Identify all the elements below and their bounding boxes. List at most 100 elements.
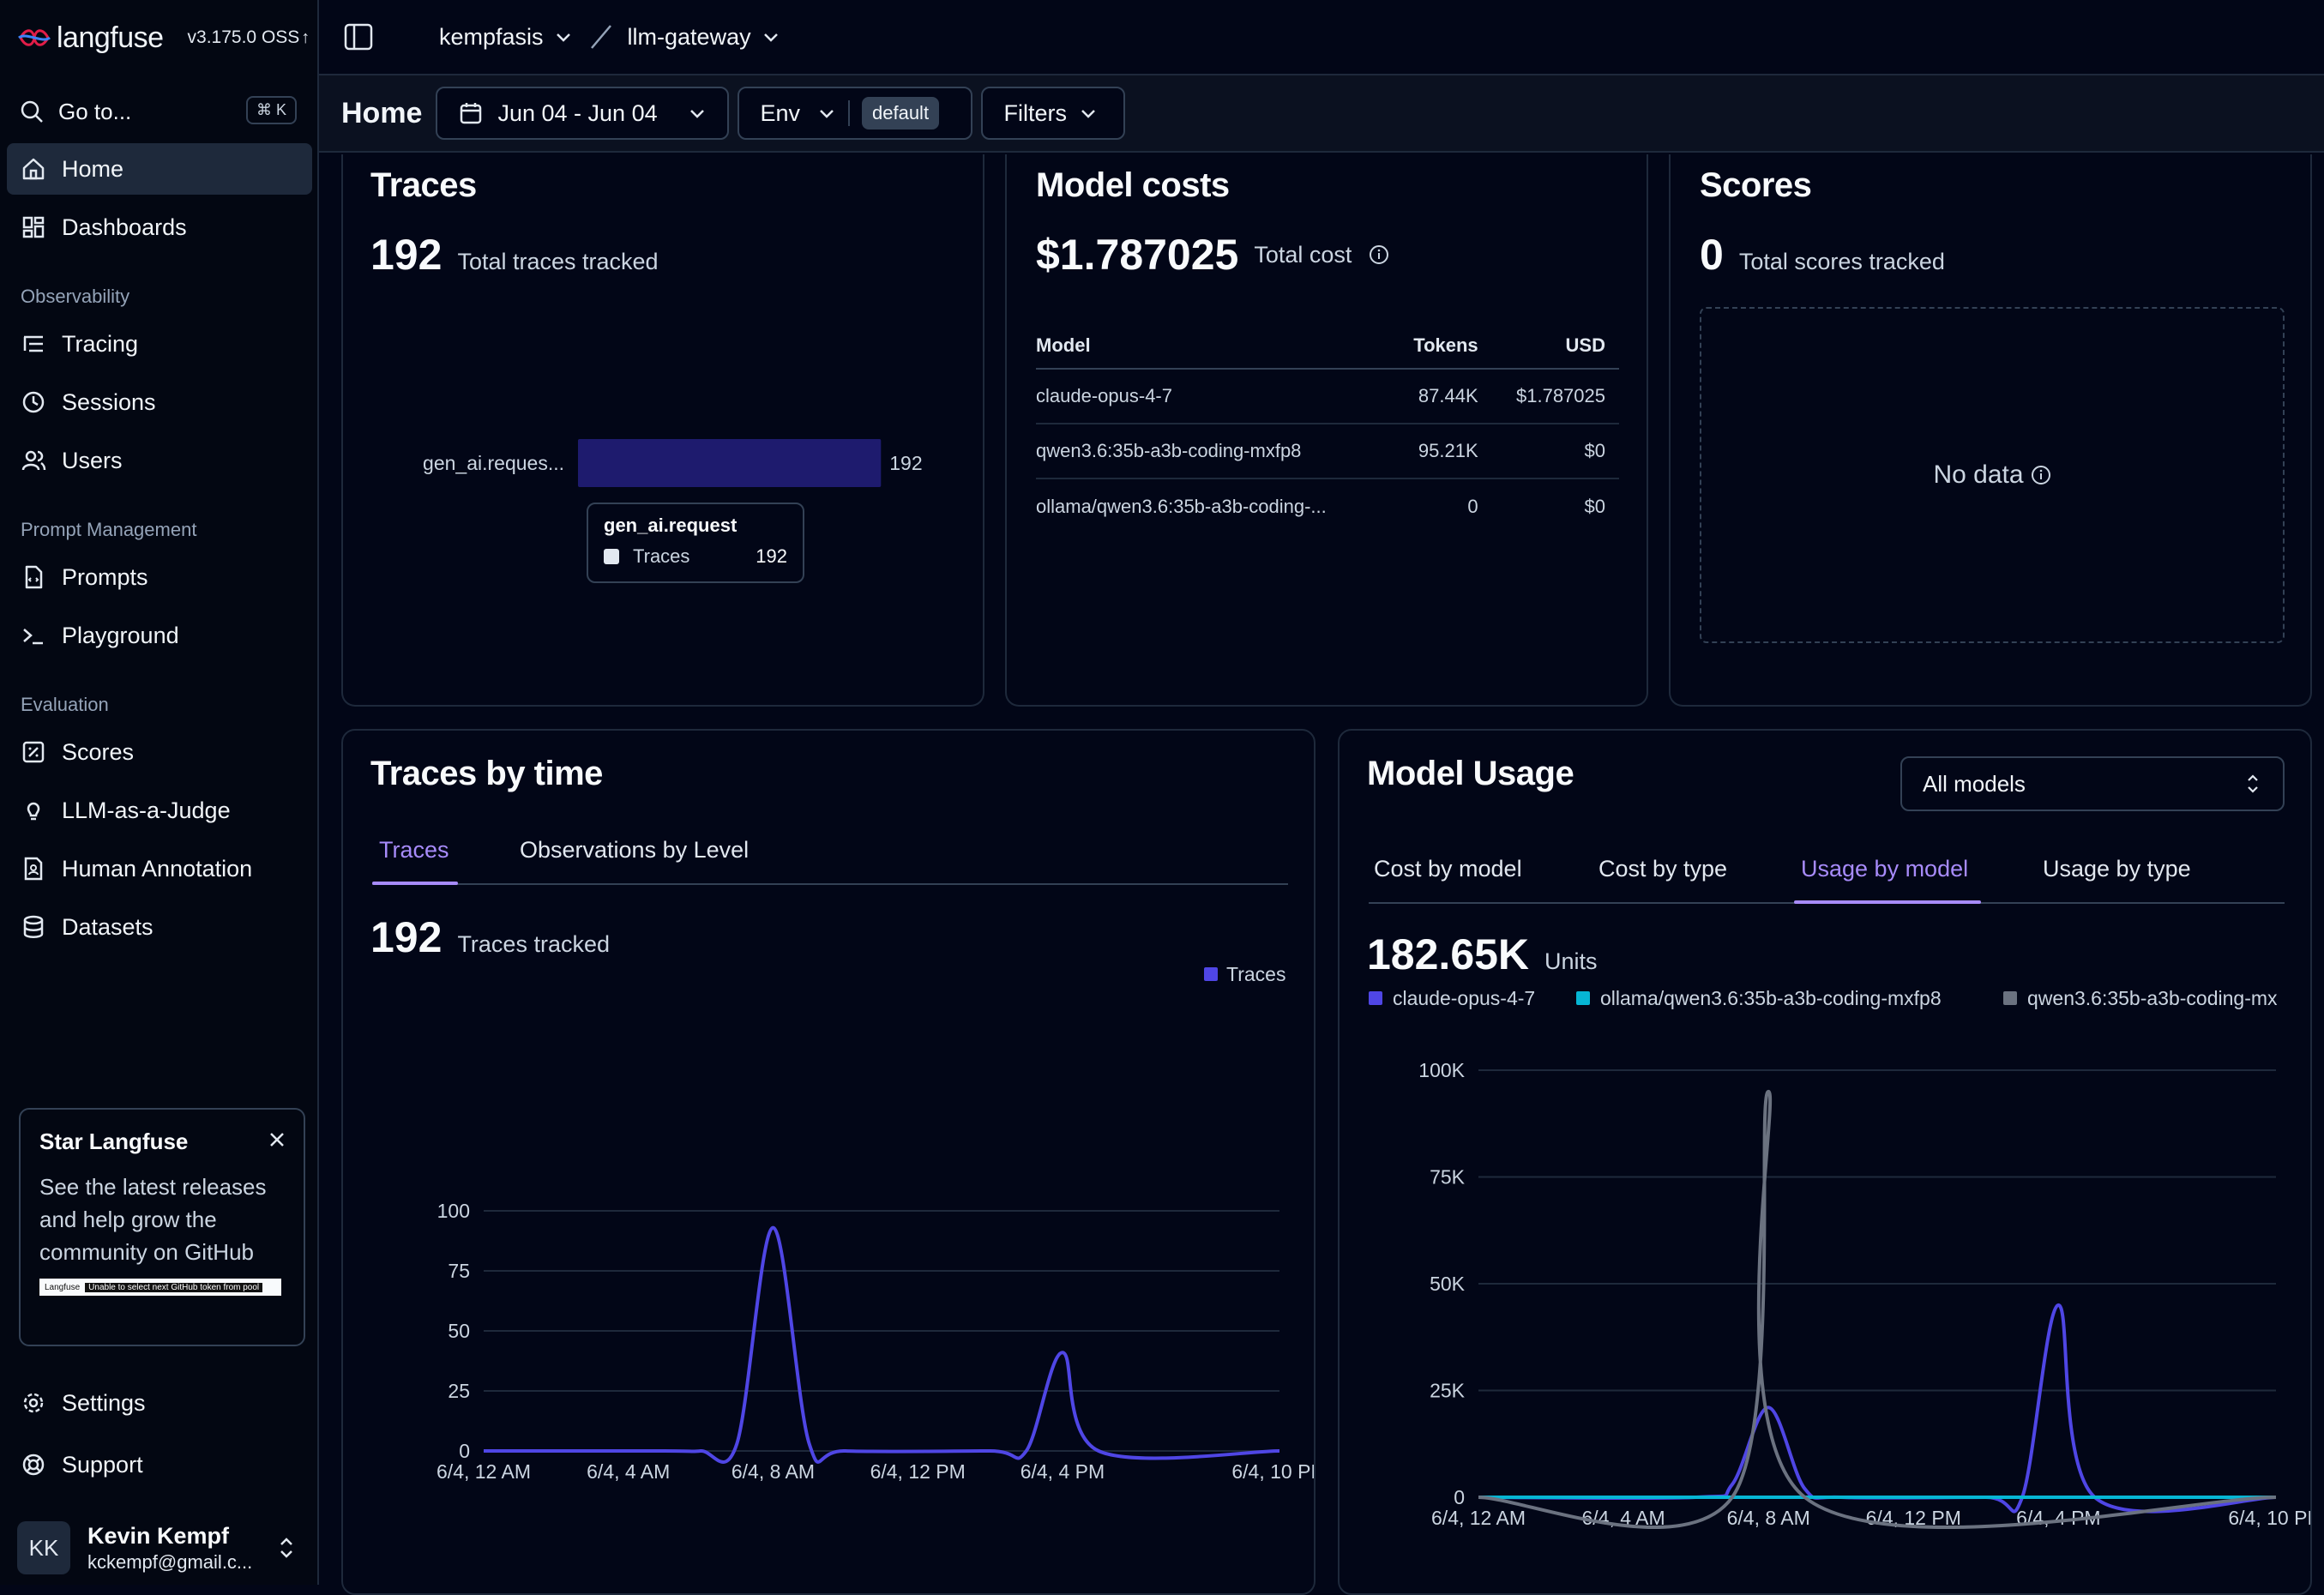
sidebar-item-label: Users	[62, 447, 123, 473]
x-tick-label: 6/4, 4 AM	[587, 1460, 670, 1483]
model-costs-table: Model Tokens USD claude-opus-4-7 87.44K …	[1036, 322, 1619, 533]
sidebar-item-scores[interactable]: Scores	[7, 726, 312, 778]
traces-metric: 192 Total traces tracked	[370, 230, 659, 280]
sidebar-item-label: Tracing	[62, 330, 139, 357]
series-line	[1478, 1303, 2277, 1514]
filters-button[interactable]: Filters	[981, 87, 1126, 140]
tab-observations-by-level[interactable]: Observations by Level	[520, 837, 750, 863]
sidebar-item-datasets[interactable]: Datasets	[7, 901, 312, 953]
version-label[interactable]: v3.175.0 OSS	[187, 27, 300, 47]
tab-cost-by-type[interactable]: Cost by type	[1599, 856, 1728, 882]
sidebar-item-settings[interactable]: Settings	[7, 1377, 312, 1429]
traces-by-time-chart: 0 25 50 75 100 6/4, 12 AM 6/4, 4 AM 6/4, 8 AM 6/…	[437, 963, 1314, 1483]
table-row: ollama/qwen3.6:35b-a3b-coding-... 0 $0	[1036, 478, 1619, 533]
date-range-picker[interactable]: Jun 04 - Jun 04	[436, 87, 730, 140]
tab-usage-by-type[interactable]: Usage by type	[2043, 856, 2191, 882]
sidebar-item-label: Home	[62, 155, 124, 182]
logo-row[interactable]: langfuse v3.175.0 OSS ↑	[17, 17, 317, 58]
bar-data-label: 192	[889, 452, 922, 474]
annotation-icon	[24, 857, 43, 881]
sidebar-item-home[interactable]: Home	[7, 143, 312, 195]
model-select-value: All models	[1923, 770, 2026, 797]
section-prompt-management: Prompt Management	[21, 519, 197, 540]
sidebar-item-sessions[interactable]: Sessions	[7, 376, 312, 428]
tab-cost-by-model[interactable]: Cost by model	[1374, 856, 1522, 882]
sidebar-item-label: Scores	[62, 738, 135, 765]
tab-traces[interactable]: Traces	[379, 837, 449, 863]
user-menu[interactable]: KK Kevin Kempf kckempf@gmail.c...	[17, 1518, 309, 1578]
table-row: qwen3.6:35b-a3b-coding-mxfp8 95.21K $0	[1036, 424, 1619, 479]
file-icon	[25, 565, 43, 589]
traces-by-time-metric: 192 Traces tracked	[370, 912, 610, 962]
traces-by-time-total: 192	[370, 913, 443, 961]
search-icon	[21, 100, 43, 123]
x-tick-label: 6/4, 8 AM	[732, 1460, 815, 1483]
traces-by-time-title: Traces by time	[370, 755, 603, 792]
sidebar-item-prompts[interactable]: Prompts	[7, 551, 312, 603]
breadcrumb-project[interactable]: llm-gateway	[627, 23, 751, 50]
sidebar-item-llm-as-a-judge[interactable]: LLM-as-a-Judge	[7, 785, 312, 836]
legend-swatch	[1204, 967, 1218, 981]
y-tick-label: 100K	[1418, 1059, 1465, 1081]
x-tick-label: 6/4, 10 PM	[1231, 1460, 1314, 1483]
info-icon[interactable]	[2031, 465, 2051, 485]
column-header: Tokens	[1394, 322, 1492, 370]
y-tick-label: 0	[459, 1440, 470, 1462]
langfuse-logo-icon	[18, 29, 51, 46]
tab-usage-by-model[interactable]: Usage by model	[1801, 856, 1969, 882]
github-badge[interactable]: Langfuse Unable to select next GitHub to…	[39, 1279, 281, 1296]
sidebar-toggle-icon[interactable]	[343, 21, 374, 52]
chart-tooltip: gen_ai.request Traces 192	[587, 503, 804, 583]
tracing-icon	[23, 335, 43, 352]
sidebar: langfuse v3.175.0 OSS ↑ Go to... ⌘ K Hom…	[0, 0, 319, 1585]
sidebar-item-users[interactable]: Users	[7, 435, 312, 486]
breadcrumb-org[interactable]: kempfasis	[439, 23, 544, 50]
sidebar-item-playground[interactable]: Playground	[7, 610, 312, 661]
legend-label: claude-opus-4-7	[1393, 987, 1535, 1009]
y-tick-label: 25	[448, 1380, 470, 1402]
badge-left: Langfuse	[45, 1282, 81, 1292]
goto-search[interactable]: Go to... ⌘ K	[19, 91, 305, 132]
model-usage-metric: 182.65K Units	[1367, 930, 1598, 979]
top-bar: kempfasis llm-gateway	[319, 0, 2324, 75]
sidebar-item-tracing[interactable]: Tracing	[7, 318, 312, 370]
env-divider	[848, 100, 850, 126]
sidebar-item-human-annotation[interactable]: Human Annotation	[7, 843, 312, 894]
section-observability: Observability	[21, 286, 130, 307]
chevron-down-icon[interactable]	[554, 27, 573, 46]
y-tick-label: 75K	[1430, 1166, 1466, 1189]
close-icon[interactable]	[268, 1130, 286, 1149]
app-name: langfuse	[57, 21, 164, 54]
model-costs-card: Model costs $1.787025 Total cost Model T…	[1005, 154, 1648, 707]
scores-metric: 0 Total scores tracked	[1700, 230, 1945, 280]
model-usage-total-label: Units	[1544, 948, 1598, 974]
page-title: Home	[341, 96, 423, 129]
sidebar-item-dashboards[interactable]: Dashboards	[7, 202, 312, 253]
database-icon	[23, 915, 44, 938]
env-filter[interactable]: Env default	[738, 87, 973, 140]
env-label: Env	[760, 99, 800, 126]
model-usage-title: Model Usage	[1367, 755, 1574, 792]
sidebar-item-label: Sessions	[62, 388, 156, 415]
chevron-down-icon	[820, 110, 834, 118]
model-select[interactable]: All models	[1900, 756, 2285, 811]
y-tick-label: 50K	[1430, 1273, 1466, 1295]
model-cell: claude-opus-4-7	[1036, 369, 1395, 424]
model-costs-metric: $1.787025 Total cost	[1036, 230, 1389, 280]
tabs-divider	[372, 883, 1288, 885]
clock-icon	[22, 391, 45, 413]
chevron-down-icon	[690, 110, 705, 118]
tooltip-title: gen_ai.request	[604, 515, 738, 536]
sidebar-item-support[interactable]: Support	[7, 1439, 312, 1490]
lifebuoy-icon	[22, 1454, 45, 1476]
users-icon	[21, 450, 46, 471]
chevron-down-icon[interactable]	[762, 27, 780, 46]
y-tick-label: 25K	[1430, 1380, 1466, 1402]
tooltip-value: 192	[756, 545, 787, 567]
legend-label: qwen3.6:35b-a3b-coding-mx	[2027, 987, 2278, 1009]
sidebar-item-label: LLM-as-a-Judge	[62, 797, 231, 823]
info-icon[interactable]	[1369, 244, 1389, 265]
model-usage-total: 182.65K	[1367, 930, 1530, 978]
table-row: claude-opus-4-7 87.44K $1.787025	[1036, 369, 1619, 424]
